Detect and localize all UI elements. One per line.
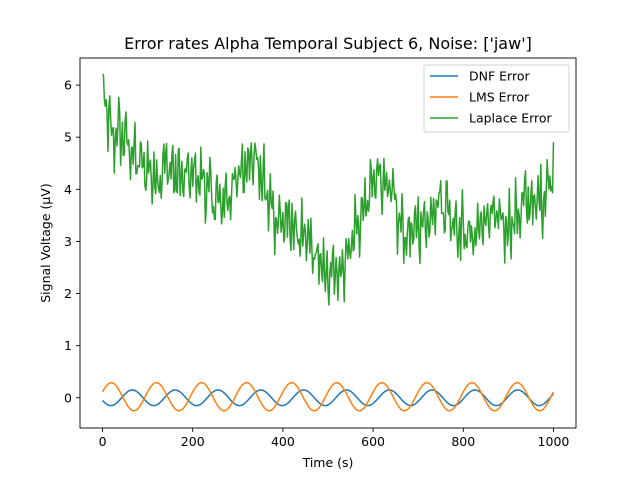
y-tick-label: 5 bbox=[64, 130, 72, 145]
series-line-laplace bbox=[102, 73, 555, 306]
y-tick-label: 0 bbox=[64, 390, 72, 405]
legend-label-dnf: DNF Error bbox=[469, 69, 530, 84]
legend-box bbox=[423, 64, 570, 133]
y-axis: 0 1 2 3 4 5 6 bbox=[64, 78, 80, 405]
y-axis-label: Signal Voltage (μV) bbox=[38, 183, 53, 303]
x-tick-label: 0 bbox=[99, 434, 107, 449]
legend-label-laplace: Laplace Error bbox=[469, 111, 553, 126]
x-tick-label: 600 bbox=[361, 434, 385, 449]
series-line-lms bbox=[101, 381, 555, 412]
x-tick-label: 1000 bbox=[538, 434, 570, 449]
series-line-dnf bbox=[102, 389, 554, 407]
legend-label-lms: LMS Error bbox=[469, 90, 530, 105]
plot-frame bbox=[79, 57, 577, 429]
series-layer bbox=[101, 73, 555, 412]
x-axis-label: Time (s) bbox=[302, 455, 354, 470]
x-axis: 0 200 400 600 800 1000 bbox=[99, 428, 570, 449]
y-tick-label: 2 bbox=[64, 286, 72, 301]
x-tick-label: 800 bbox=[451, 434, 475, 449]
x-tick-label: 200 bbox=[181, 434, 205, 449]
chart-title: Error rates Alpha Temporal Subject 6, No… bbox=[124, 34, 532, 53]
y-tick-label: 4 bbox=[64, 182, 72, 197]
x-tick-label: 400 bbox=[271, 434, 295, 449]
y-tick-label: 3 bbox=[64, 234, 72, 249]
y-tick-label: 1 bbox=[64, 338, 72, 353]
legend: DNF Error LMS Error Laplace Error bbox=[423, 64, 570, 133]
y-tick-label: 6 bbox=[64, 78, 72, 93]
